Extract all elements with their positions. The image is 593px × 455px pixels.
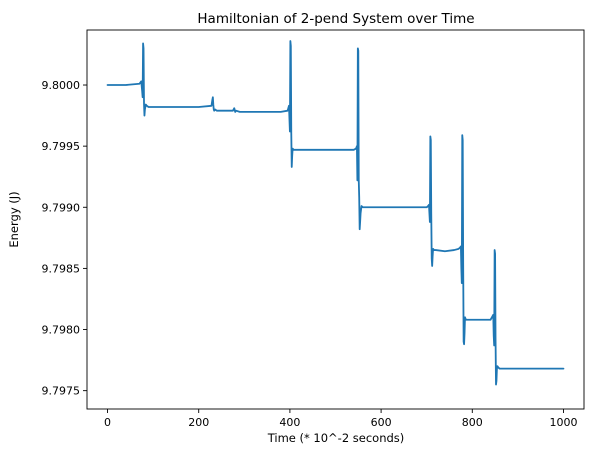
y-tick-label: 9.7980 <box>42 324 81 337</box>
y-axis-label: Energy (J) <box>7 191 21 247</box>
y-tick-label: 9.8000 <box>42 79 81 92</box>
x-axis: 0 200 400 600 800 1000 <box>104 409 577 429</box>
y-tick-label: 9.7990 <box>42 201 81 214</box>
series-line-0 <box>106 40 565 386</box>
x-tick-label: 1000 <box>549 416 577 429</box>
x-axis-label: Time (* 10^-2 seconds) <box>267 431 405 445</box>
x-tick-label: 0 <box>104 416 111 429</box>
x-tick-label: 600 <box>371 416 392 429</box>
y-axis: 9.7975 9.7980 9.7985 9.7990 9.7995 9.8000 <box>42 79 87 398</box>
x-tick-label: 400 <box>279 416 300 429</box>
chart-title: Hamiltonian of 2-pend System over Time <box>197 11 474 27</box>
y-tick-label: 9.7995 <box>42 140 81 153</box>
y-tick-label: 9.7975 <box>42 385 81 398</box>
plot-area <box>106 40 565 386</box>
axes-frame <box>86 29 585 410</box>
x-tick-label: 200 <box>188 416 209 429</box>
y-tick-label: 9.7985 <box>42 262 81 275</box>
x-tick-label: 800 <box>462 416 483 429</box>
